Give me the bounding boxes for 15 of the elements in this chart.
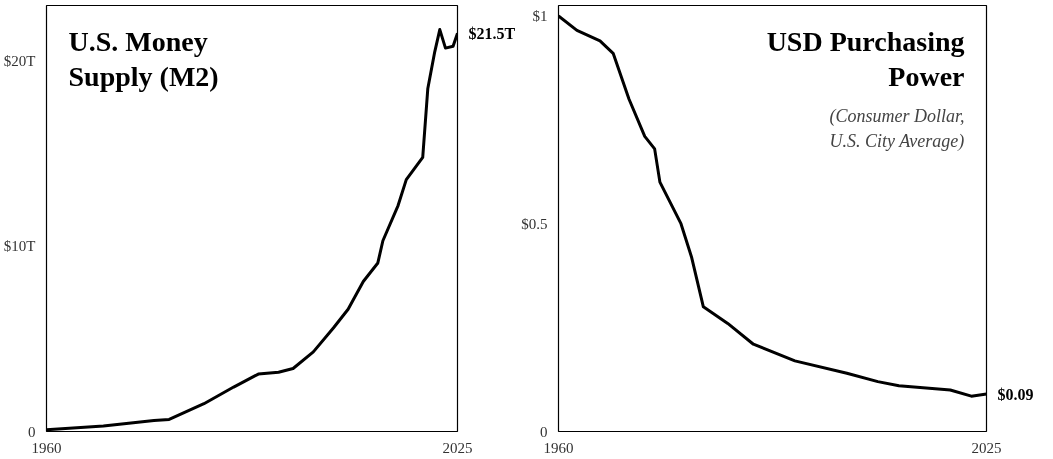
x-tick-label: 1960 [31, 439, 62, 456]
y-tick-label: $0.5 [521, 215, 548, 232]
text: (Consumer Dollar, U.S. City Average) [829, 105, 965, 152]
y-tick-label: 0 [540, 423, 548, 440]
y-tick-label: $1 [532, 7, 548, 24]
text: U.S. Money Supply (M2) [68, 25, 219, 93]
text: USD Purchasing Power [766, 25, 965, 93]
x-tick-label: 2025 [442, 439, 473, 456]
x-tick-label: 2025 [971, 439, 1002, 456]
y-tick-label: 0 [28, 423, 36, 440]
x-tick-label: 1960 [543, 439, 574, 456]
y-tick-label: $20T [3, 53, 36, 70]
text: $0.09 [997, 385, 1034, 403]
y-tick-label: $10T [3, 238, 36, 255]
text: $21.5T [468, 24, 516, 42]
